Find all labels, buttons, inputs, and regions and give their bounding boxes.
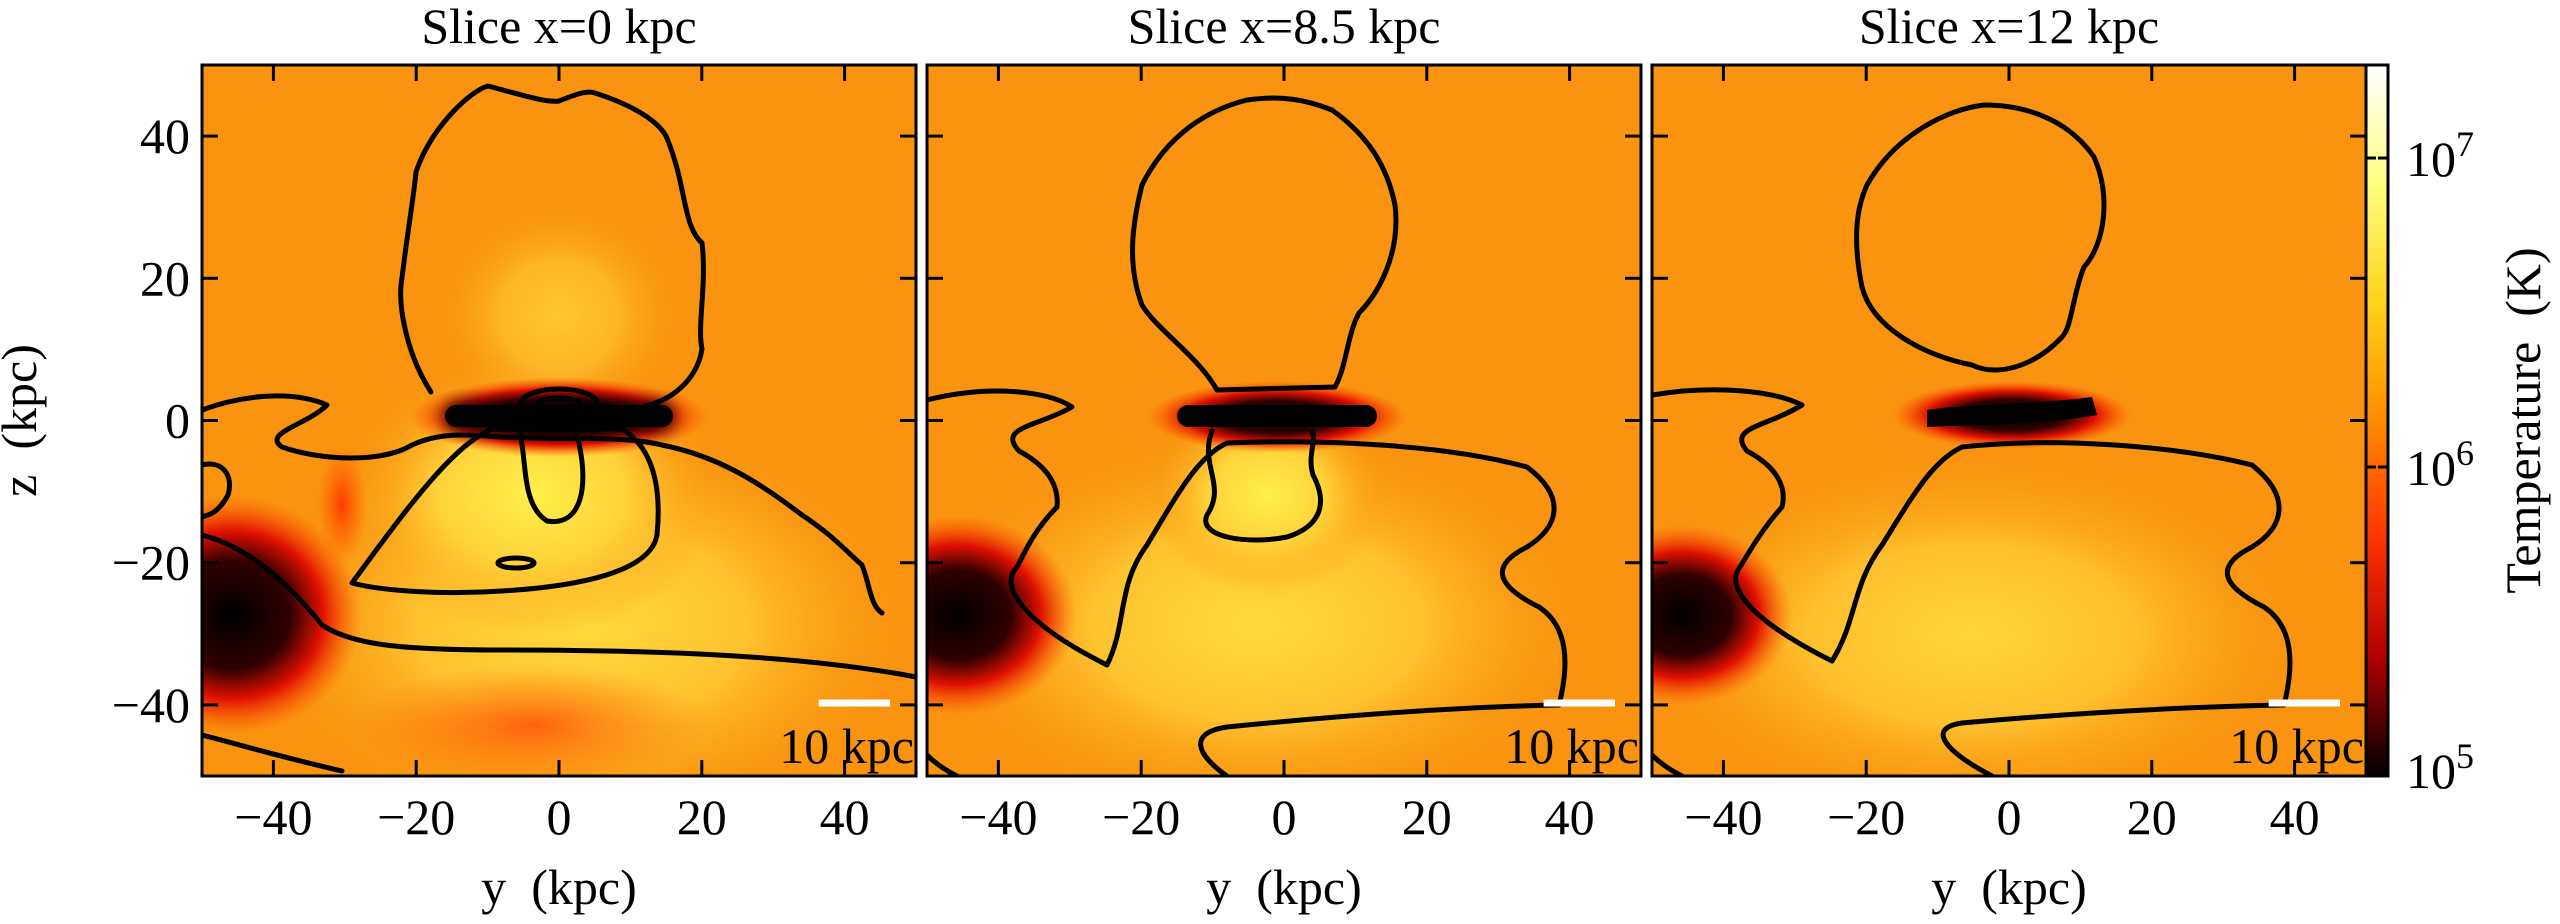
x-tick-label: 40 — [1545, 789, 1595, 845]
x-tick-label: −40 — [959, 789, 1037, 845]
x-tick-label: 40 — [2270, 789, 2320, 845]
x-tick-label: 20 — [677, 789, 727, 845]
colorbar — [2364, 63, 2390, 778]
x-tick-label: 20 — [1402, 789, 1452, 845]
y-tick-label: 20 — [140, 250, 190, 306]
x-tick-label: −40 — [234, 789, 312, 845]
panel: −40 −20 0 20 40 Slice x=12 kpc y (kpc) 10 kpc — [1650, 0, 2368, 915]
scale-bar-label: 10 kpc — [779, 718, 914, 774]
y-axis-label: z (kpc) — [0, 344, 47, 497]
panel-title: Slice x=8.5 kpc — [1128, 0, 1441, 54]
colorbar-label: Temperature (K) — [2495, 247, 2551, 593]
x-tick-label: 0 — [1272, 789, 1297, 845]
scale-bar-label: 10 kpc — [1504, 718, 1639, 774]
panel: −40 −20 0 20 40 −40 −20 0 20 40 Slice x=0 kpc y (kp… — [0, 0, 918, 915]
panel: −40 −20 0 20 40 Slice x=8.5 kpc y (kpc) 10 kpc — [925, 0, 1643, 915]
x-tick-label: 20 — [2127, 789, 2177, 845]
x-axis-label: y (kpc) — [1206, 859, 1362, 915]
temperature-map — [1652, 65, 2366, 776]
temperature-map — [927, 65, 1641, 776]
temperature-map — [202, 65, 916, 776]
x-tick-label: 40 — [820, 789, 870, 845]
panel-title: Slice x=0 kpc — [421, 0, 696, 54]
scale-bar-label: 10 kpc — [2229, 718, 2364, 774]
colorbar-tick-label: 107 — [2406, 124, 2474, 187]
x-tick-label: −40 — [1684, 789, 1762, 845]
y-tick-label: −20 — [112, 535, 190, 591]
x-tick-label: −20 — [1827, 789, 1905, 845]
y-tick-label: 40 — [140, 108, 190, 164]
y-tick-label: 0 — [165, 393, 190, 449]
x-tick-label: −20 — [1102, 789, 1180, 845]
y-tick-label: −40 — [112, 677, 190, 733]
x-tick-label: 0 — [1997, 789, 2022, 845]
x-tick-label: 0 — [547, 789, 572, 845]
x-axis-label: y (kpc) — [1931, 859, 2087, 915]
colorbar-tick-label: 106 — [2406, 433, 2474, 496]
x-tick-label: −20 — [377, 789, 455, 845]
colorbar-tick-label: 105 — [2406, 736, 2474, 799]
x-axis-label: y (kpc) — [481, 859, 637, 915]
panel-title: Slice x=12 kpc — [1859, 0, 2159, 54]
